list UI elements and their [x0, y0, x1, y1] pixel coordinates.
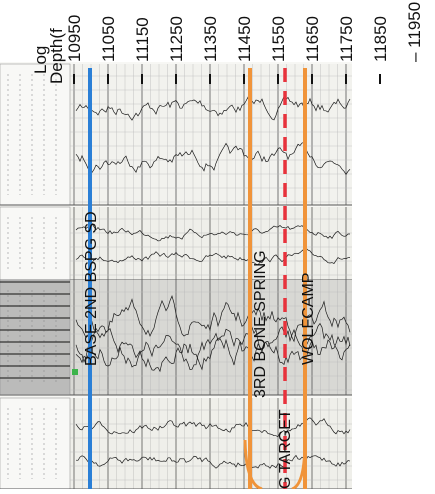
- formation-bracket: [291, 439, 307, 491]
- formation-top-label: WOLFCAMP: [300, 273, 317, 365]
- depth-tick-label: – 11950: [405, 2, 424, 62]
- depth-tick-label: 10950: [65, 15, 84, 62]
- depth-tick-label: 11150: [133, 17, 152, 62]
- depth-axis-unit: Depth(f: [47, 28, 66, 84]
- depth-tick-label: 11050: [99, 16, 118, 62]
- formation-bracket: [243, 439, 263, 491]
- depth-tick-label: 11250: [167, 16, 186, 62]
- green-marker: [72, 369, 78, 375]
- depth-tick-label: 11850: [371, 16, 390, 62]
- formation-top-labels: BASE 2ND BSPG SD 3RD BONE SPRING TARGET WOL…: [83, 211, 317, 489]
- log-tracks: [0, 63, 352, 490]
- depth-axis-title: Log: [31, 46, 50, 74]
- lithology-fill: [0, 280, 70, 395]
- log-blank-area: [352, 62, 435, 489]
- formation-top-label: TARGET: [277, 409, 294, 473]
- formation-top-label: BASE 2ND BSPG SD: [83, 211, 100, 366]
- depth-tick-label: 11450: [235, 16, 254, 62]
- depth-tick-label: 11750: [337, 16, 356, 62]
- depth-axis: Log Depth(f 10950 11050 11150 11250 11350 114…: [31, 2, 424, 84]
- depth-tick-label: 11650: [303, 16, 322, 62]
- log-header-column: [0, 206, 71, 281]
- log-header-column: [0, 63, 71, 206]
- formation-top-lines: [88, 68, 307, 491]
- formation-label-partial: G: [277, 477, 294, 489]
- depth-tick-label: 11550: [269, 16, 288, 62]
- depth-tick-label: 11350: [201, 16, 220, 62]
- log-header-column: [0, 397, 71, 490]
- formation-top-label: 3RD BONE SPRING: [252, 250, 269, 398]
